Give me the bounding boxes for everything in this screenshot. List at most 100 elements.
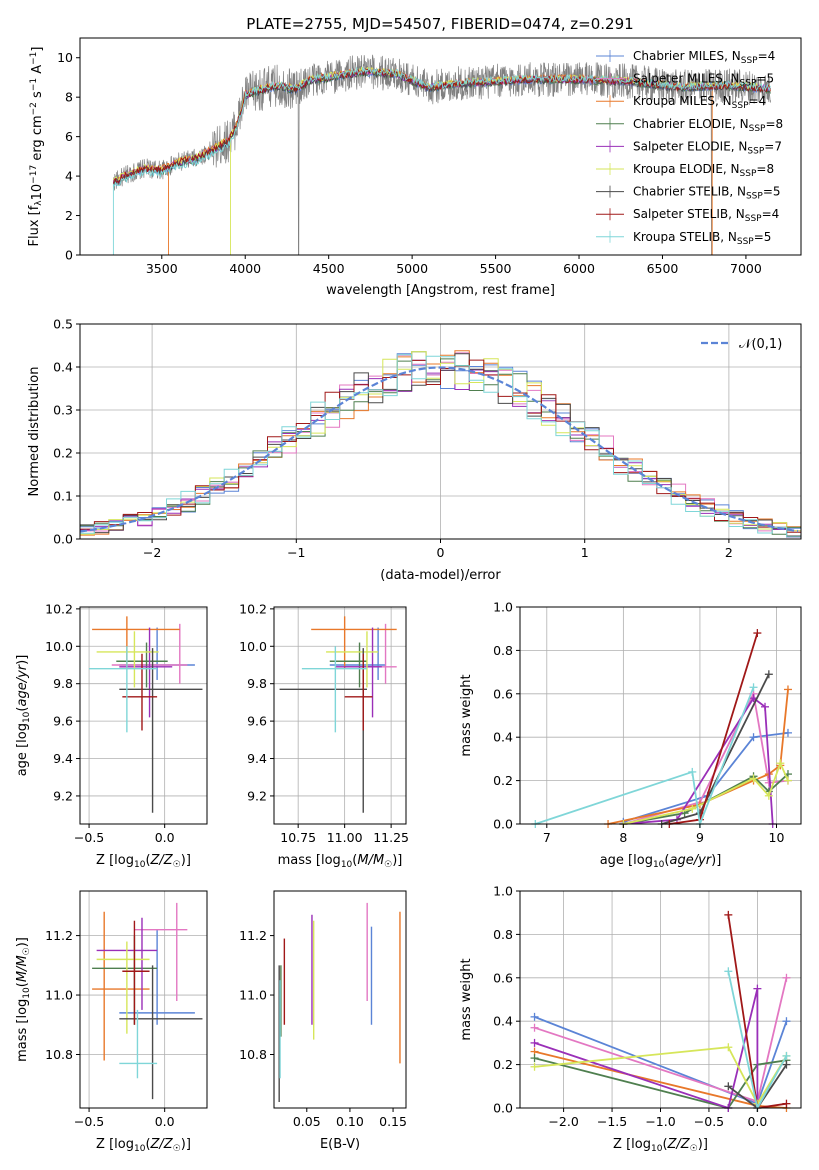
spectrum-ytick-label: 4 — [65, 169, 73, 184]
age-metallicity-ytick-label: 9.6 — [53, 714, 73, 729]
massweight-metallicity-ytick-label: 0.6 — [493, 970, 513, 985]
age-mass-ytick-label: 10.2 — [239, 601, 267, 616]
massweight-metallicity-ytick-label: 0.2 — [493, 1057, 513, 1072]
spectrum-ytick-label: 0 — [65, 248, 73, 263]
mass-metallicity-xlabel: Z [log10(Z/Z☉)] — [96, 1137, 191, 1154]
massweight-metallicity-ytick-label: 0.0 — [493, 1101, 513, 1116]
spectrum-xtick-label: 3500 — [146, 261, 178, 276]
age-metallicity-panel: −0.5 0.0 9.2 9.4 9.6 9.8 10.0 10.2 Z [log10(Z/Z☉… — [15, 601, 208, 870]
massweight-age-ytick-label: 1.0 — [493, 600, 513, 615]
residuals-xtick-label: 2 — [725, 545, 733, 560]
residuals-ylabel: Normed distribution — [27, 367, 42, 497]
age-mass-xlabel: mass [log10(M/M☉)] — [278, 853, 403, 870]
massweight-age-frame — [519, 606, 802, 825]
spectrum-panel: 3500 4000 4500 5000 5500 6000 6500 7000 0 2 4 6 8 10 w… — [27, 37, 802, 298]
mass-metallicity-ylabel: mass [log10(M/M☉)] — [15, 937, 32, 1062]
legend-label: Salpeter MILES, NSSP=5 — [633, 72, 774, 89]
mass-metallicity-panel: −0.5 0.0 10.8 11.0 11.2 Z [log10(Z/Z☉)] mass [… — [15, 890, 208, 1154]
massweight-age-ytick-label: 0.8 — [493, 643, 513, 658]
massweight-age-xtick-label: 9 — [696, 830, 704, 845]
spectrum-xtick-label: 6500 — [647, 261, 679, 276]
residuals-ytick-label: 0.0 — [53, 532, 73, 547]
mass-ebv-xtick-label: 0.05 — [293, 1114, 321, 1129]
age-mass-xtick-label: 11.25 — [373, 830, 409, 845]
spectrum-xtick-label: 4000 — [229, 261, 261, 276]
age-metallicity-xtick-label: 0.0 — [155, 830, 175, 845]
legend-label: Chabrier ELODIE, NSSP=8 — [633, 117, 783, 134]
age-mass-ytick-label: 10.0 — [239, 639, 267, 654]
mass-ebv-ytick-label: 10.8 — [239, 1047, 267, 1062]
massweight-metallicity-series-line — [534, 988, 759, 1110]
massweight-metallicity-xtick-label: −2.0 — [548, 1114, 578, 1129]
age-metallicity-xtick-label: −0.5 — [74, 830, 104, 845]
spectrum-xtick-label: 6000 — [563, 261, 595, 276]
spectrum-plot-area — [112, 54, 771, 255]
residuals-xtick-label: 1 — [581, 545, 589, 560]
mass-ebv-xtick-label: 0.10 — [336, 1114, 364, 1129]
age-metallicity-ylabel: age [log10(age/yr)] — [15, 655, 32, 777]
mass-metallicity-ytick-label: 10.8 — [45, 1047, 73, 1062]
spectrum-frame — [79, 37, 802, 256]
mass-metallicity-frame — [79, 890, 208, 1109]
age-mass-panel: 10.75 11.00 11.25 9.2 9.4 9.6 9.8 10.0 10.2 mass … — [239, 601, 409, 870]
mass-metallicity-xtick-label: −0.5 — [74, 1114, 104, 1129]
mass-ebv-xlabel: E(B-V) — [320, 1137, 360, 1152]
spectrum-xtick-label: 7000 — [730, 261, 762, 276]
spectrum-xtick-label: 4500 — [313, 261, 345, 276]
massweight-age-ytick-label: 0.4 — [493, 730, 513, 745]
residual-histogram-salpeter-stelib — [80, 359, 801, 533]
age-mass-ytick-label: 9.8 — [247, 676, 267, 691]
spectrum-ytick-label: 2 — [65, 208, 73, 223]
spectrum-ytick-label: 6 — [65, 129, 73, 144]
legend-label: Salpeter ELODIE, NSSP=7 — [633, 139, 782, 156]
mass-ebv-ytick-label: 11.0 — [239, 988, 267, 1003]
legend-label: Chabrier STELIB, NSSP=5 — [633, 185, 781, 202]
age-metallicity-xlabel: Z [log10(Z/Z☉)] — [96, 853, 191, 870]
legend-label: Salpeter STELIB, NSSP=4 — [633, 207, 779, 224]
residuals-ytick-label: 0.5 — [53, 317, 73, 332]
massweight-metallicity-ytick-label: 1.0 — [493, 884, 513, 899]
mass-metallicity-xtick-label: 0.0 — [155, 1114, 175, 1129]
spectrum-xtick-label: 5000 — [396, 261, 428, 276]
age-metallicity-frame — [79, 606, 208, 825]
massweight-metallicity-ytick-label: 0.4 — [493, 1014, 513, 1029]
mass-ebv-panel: 0.05 0.10 0.15 10.8 11.0 11.2 E(B-V) — [239, 890, 407, 1152]
massweight-age-ylabel: mass weight — [459, 674, 474, 756]
age-mass-xtick-label: 10.75 — [280, 830, 316, 845]
massweight-age-xtick-label: 10 — [769, 830, 785, 845]
legend-label: 𝒩(0,1) — [739, 337, 782, 352]
massweight-metallicity-xtick-label: −1.0 — [645, 1114, 675, 1129]
massweight-age-xtick-label: 8 — [619, 830, 627, 845]
age-mass-frame — [273, 606, 407, 825]
mass-metallicity-ytick-label: 11.0 — [45, 988, 73, 1003]
massweight-metallicity-xtick-label: 0.0 — [747, 1114, 767, 1129]
age-metallicity-ytick-label: 10.2 — [45, 601, 73, 616]
legend-label: Kroupa STELIB, NSSP=5 — [633, 230, 771, 247]
massweight-metallicity-xlabel: Z [log10(Z/Z☉)] — [613, 1137, 708, 1154]
residuals-plot-area — [80, 350, 801, 538]
age-mass-xtick-label: 11.00 — [327, 830, 363, 845]
massweight-age-xlabel: age [log10(age/yr)] — [600, 853, 722, 870]
age-mass-ytick-label: 9.4 — [247, 751, 267, 766]
normal-curve — [80, 366, 799, 533]
massweight-metallicity-ytick-label: 0.8 — [493, 927, 513, 942]
chart-layer: 3500 4000 4500 5000 5500 6000 6500 70000246810w… — [15, 37, 802, 1154]
massweight-metallicity-xtick-label: −1.5 — [597, 1114, 627, 1129]
residuals-ytick-label: 0.4 — [53, 360, 73, 375]
spectrum-xtick-label: 5500 — [480, 261, 512, 276]
massweight-age-ytick-label: 0.0 — [493, 817, 513, 832]
residuals-xtick-label: 0 — [437, 545, 445, 560]
residuals-ytick-label: 0.1 — [53, 489, 73, 504]
legend-label: Kroupa ELODIE, NSSP=8 — [633, 162, 774, 179]
massweight-metallicity-ylabel: mass weight — [459, 958, 474, 1040]
spectrum-ytick-label: 10 — [57, 50, 73, 65]
massweight-metallicity-xtick-label: −0.5 — [694, 1114, 724, 1129]
massweight-age-ytick-label: 0.2 — [493, 773, 513, 788]
massweight-age-panel: 7 8 9 10 0.0 0.2 0.4 0.6 0.8 1.0 mass weight age [l… — [459, 600, 802, 870]
residuals-ytick-label: 0.3 — [53, 403, 73, 418]
residuals-ytick-label: 0.2 — [53, 446, 73, 461]
massweight-age-series-line — [535, 686, 755, 828]
spectrum-ylabel: Flux [fλ10−17 erg cm−2 s−1 A−1] — [27, 47, 45, 247]
age-metallicity-ytick-label: 10.0 — [45, 639, 73, 654]
